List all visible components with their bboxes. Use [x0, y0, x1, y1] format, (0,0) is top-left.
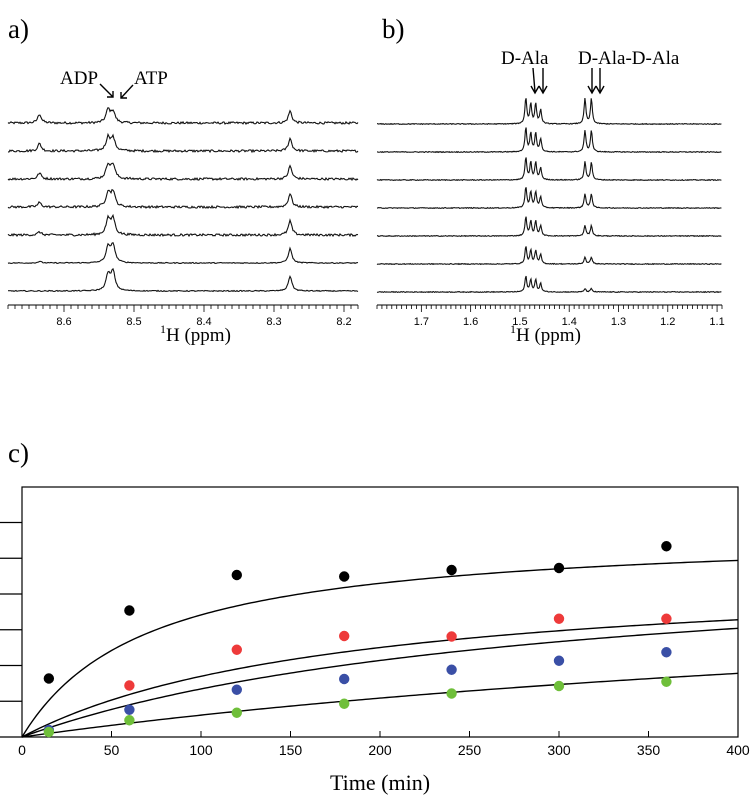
panel-b-peak-arrows [530, 67, 605, 95]
panel-b-axis-title: 1H (ppm) [510, 322, 581, 346]
panel-a-axis-title-sup: 1 [160, 322, 166, 336]
panel-b-spectrum-trace [376, 246, 722, 266]
panel-c-x-tick-label: 150 [279, 742, 303, 758]
panel-b-spectrum-trace [376, 187, 722, 210]
panel-c-x-tick-label: 350 [637, 742, 661, 758]
panel-c-data-point [43, 726, 55, 738]
panel-c-data-point [446, 688, 457, 699]
panel-c-x-tick-label: 200 [368, 742, 392, 758]
panel-b-tick-label: 1.5 [512, 316, 527, 328]
panel-c-data-point [661, 613, 672, 624]
panel-c-data-point [124, 605, 135, 616]
panel-a-spectrum-trace [7, 241, 359, 265]
panel-a-traces [7, 107, 359, 293]
panel-b-tick-label: 1.1 [709, 316, 724, 328]
panel-b-tick-label: 1.4 [562, 316, 577, 328]
panel-a-spectrum-trace [7, 267, 359, 293]
panel-b-traces [376, 97, 722, 294]
panel-c-data-point [124, 680, 135, 691]
panel-c-label: c) [8, 438, 29, 468]
panel-a-spectrum-trace [7, 107, 359, 125]
panel-c-data-point [339, 630, 350, 642]
panel-c-fit-curve [21, 627, 739, 738]
panel-c-data-point [231, 684, 242, 695]
panel-c-fit-curve [21, 559, 739, 738]
panel-c-x-tick-label: 250 [458, 742, 482, 758]
panel-b-axis-title-rest: H (ppm) [516, 325, 581, 346]
panel-c-data-point [446, 631, 457, 642]
panel-b-x-axis: 1.7 1.6 1.5 1.4 1.3 1.2 1.1 [376, 304, 725, 328]
panel-c-data-point [446, 664, 457, 675]
panel-c-data-point [553, 655, 565, 666]
panel-c-data-point [339, 698, 350, 709]
panel-a-spectra: 8.6 8.5 8.4 8.3 8.2 ADP ATP 1H (ppm) [7, 68, 359, 346]
panel-c-data-point [661, 647, 672, 658]
panel-c-x-tick-label: 400 [726, 742, 750, 758]
panel-b-tick-label: 1.3 [611, 316, 626, 328]
panel-b-spectrum-trace [376, 97, 722, 126]
panel-b-spectrum-trace [376, 216, 722, 238]
panel-c-kinetics-plot: 0 50 100 150 200 250 300 350 400 Time (min) [0, 486, 750, 795]
panel-a-spectrum-trace [7, 132, 359, 154]
panel-a-spectrum-trace [7, 162, 359, 182]
panel-a-tick-label: 8.4 [196, 316, 211, 328]
panel-c-data-point [553, 680, 565, 692]
panel-a-tick-label: 8.6 [56, 316, 71, 328]
panel-a-tick-label: 8.3 [266, 316, 281, 328]
panel-a-axis-title-rest: H (ppm) [166, 325, 231, 346]
panel-a-x-axis: 8.6 8.5 8.4 8.3 8.2 [7, 304, 359, 328]
panel-b-tick-label: 1.6 [463, 316, 478, 328]
panel-c-data-point [339, 673, 350, 685]
panel-c-data-point [231, 644, 242, 655]
panel-c-data-point [124, 704, 135, 715]
panel-a-tick-label: 8.2 [336, 316, 351, 328]
panel-a-peak-label-atp: ATP [134, 68, 168, 89]
panel-c-y-ticks [0, 521, 22, 738]
panel-c-x-ticks: 0 50 100 150 200 250 300 350 400 [18, 731, 750, 758]
panel-c-fit-curve [21, 672, 739, 738]
panel-b-tick-label: 1.2 [660, 316, 675, 328]
panel-c-x-tick-label: 300 [547, 742, 571, 758]
panel-c-x-tick-label: 0 [18, 742, 26, 758]
panel-a-peak-arrows [99, 83, 134, 99]
panel-c-data-point [661, 676, 672, 687]
panel-c-data-point [553, 562, 565, 574]
panel-b-label: b) [382, 14, 405, 44]
panel-b-axis-title-sup: 1 [510, 322, 516, 336]
panel-b-spectrum-trace [376, 275, 722, 294]
panel-c-data-point [124, 715, 135, 726]
panel-c-data-point [661, 541, 672, 552]
panel-c-data-point [339, 571, 350, 582]
panel-a-label: a) [8, 14, 29, 44]
panel-c-data-point [553, 613, 565, 624]
panel-c-data-point [43, 673, 55, 684]
panel-a-peak-label-adp: ADP [60, 68, 98, 89]
panel-a-spectrum-trace [7, 213, 359, 238]
panel-a-spectrum-trace [7, 188, 359, 210]
panel-b-tick-label: 1.7 [414, 316, 429, 328]
panel-b-spectra: 1.7 1.6 1.5 1.4 1.3 1.2 1.1 D-Ala D-Ala-D-Ala … [376, 48, 725, 346]
panel-b-spectrum-trace [376, 127, 722, 154]
panel-c-fit-curve [21, 619, 739, 738]
panel-c-x-tick-label: 50 [104, 742, 120, 758]
panel-a-tick-label: 8.5 [126, 316, 141, 328]
panel-c-fit-curves [21, 559, 739, 738]
panel-b-spectrum-trace [376, 157, 722, 182]
panel-c-data-point [231, 569, 242, 581]
panel-c-x-axis-title: Time (min) [330, 770, 430, 795]
panel-b-peak-label-d-ala-d-ala: D-Ala-D-Ala [578, 48, 680, 69]
panel-c-x-tick-label: 100 [189, 742, 213, 758]
panel-b-peak-label-d-ala: D-Ala [501, 48, 549, 69]
panel-a-axis-title: 1H (ppm) [160, 322, 231, 346]
panel-c-data-point [231, 707, 242, 718]
panel-c-data-points [43, 541, 672, 738]
panel-c-data-point [446, 564, 457, 576]
